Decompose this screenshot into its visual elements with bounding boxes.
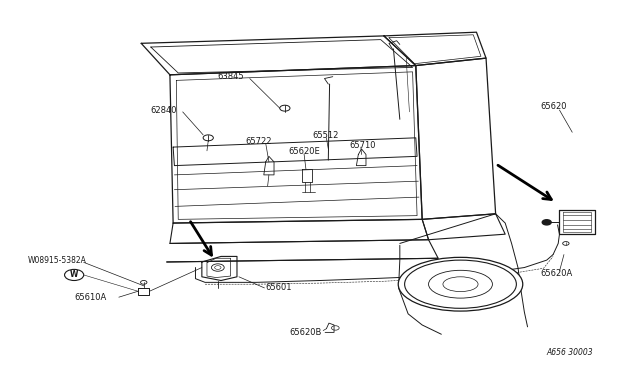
Text: 65512: 65512: [312, 131, 339, 141]
Text: W08915-5382A: W08915-5382A: [28, 256, 86, 264]
Text: W: W: [70, 270, 78, 279]
Text: 65722: 65722: [245, 137, 272, 146]
Text: 65601: 65601: [266, 283, 292, 292]
Text: 62840: 62840: [151, 106, 177, 115]
Ellipse shape: [398, 257, 523, 311]
Text: 65620B: 65620B: [289, 328, 322, 337]
Ellipse shape: [404, 260, 516, 308]
Text: 63845: 63845: [218, 72, 244, 81]
Text: 65610A: 65610A: [74, 293, 106, 302]
Text: A656 30003: A656 30003: [547, 347, 593, 356]
Ellipse shape: [429, 270, 492, 298]
Text: 65620: 65620: [540, 102, 567, 111]
Ellipse shape: [443, 277, 478, 292]
Text: 65620E: 65620E: [288, 147, 320, 156]
Circle shape: [542, 220, 551, 225]
Text: 65620A: 65620A: [540, 269, 573, 278]
Text: 65710: 65710: [349, 141, 376, 150]
